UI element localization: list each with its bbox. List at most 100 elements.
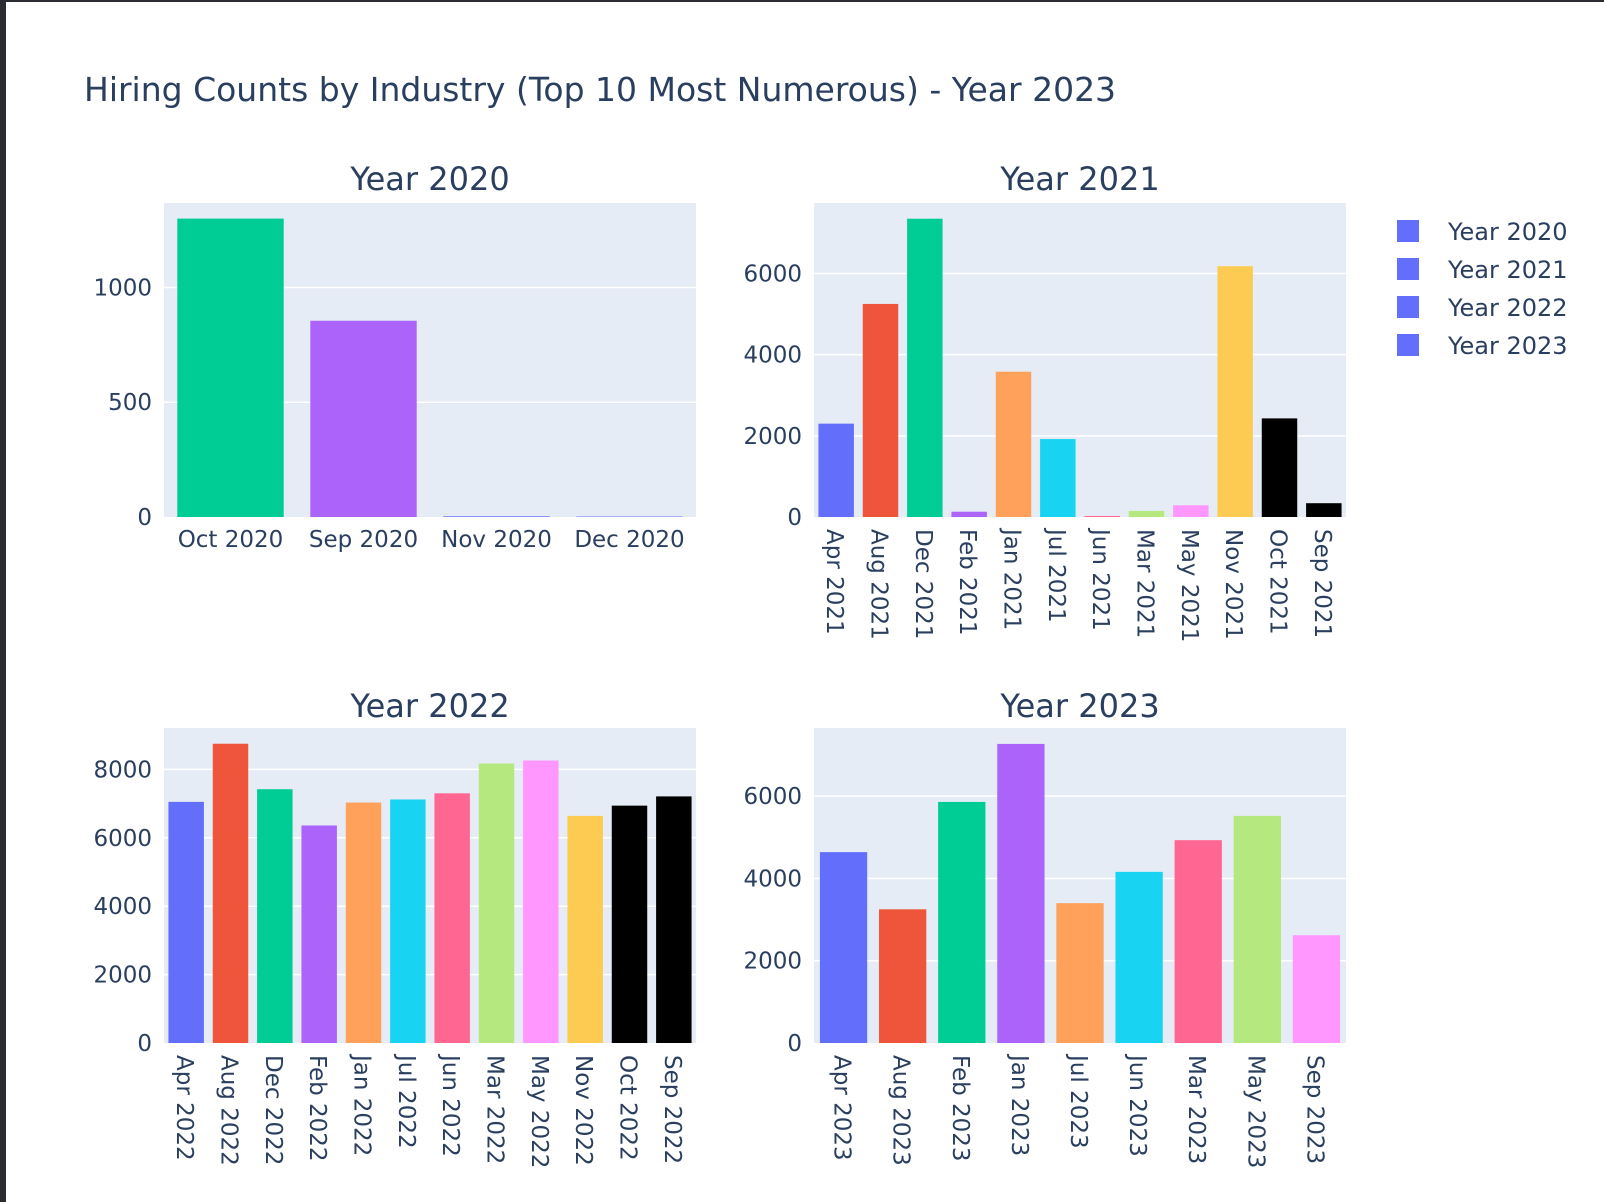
y-tick-label: 0 bbox=[137, 505, 152, 531]
bar[interactable] bbox=[1217, 266, 1253, 517]
bar[interactable] bbox=[862, 303, 899, 517]
bar[interactable] bbox=[1174, 840, 1222, 1043]
bar[interactable] bbox=[611, 805, 648, 1043]
bar[interactable] bbox=[177, 218, 284, 517]
subplot-panels: 0 500 1000 Year 2020 Oct 2020 Sep 2020 Nov 202… bbox=[93, 160, 1346, 1168]
y-tick-label: 8000 bbox=[93, 757, 152, 783]
y-tick-label: 2000 bbox=[743, 949, 802, 975]
bar[interactable] bbox=[818, 423, 854, 517]
x-tick-label: Jan 2022 bbox=[349, 1053, 375, 1156]
x-tick-label: Dec 2020 bbox=[574, 527, 684, 553]
bar[interactable] bbox=[567, 815, 603, 1043]
x-tick-label: Sep 2020 bbox=[309, 527, 418, 553]
x-tick-label: Nov 2022 bbox=[570, 1055, 596, 1166]
y-tick-label: 2000 bbox=[93, 963, 152, 989]
legend-label: Year 2022 bbox=[1447, 294, 1568, 322]
x-tick-label: Aug 2022 bbox=[216, 1055, 242, 1166]
x-tick-label: Jan 2023 bbox=[1006, 1053, 1032, 1156]
bar[interactable] bbox=[301, 825, 337, 1043]
y-tick-label: 4000 bbox=[93, 894, 152, 920]
y-tick-label: 1000 bbox=[93, 275, 152, 301]
x-tick-label: May 2023 bbox=[1242, 1055, 1268, 1168]
bar[interactable] bbox=[523, 760, 559, 1043]
x-tick-label: Feb 2022 bbox=[304, 1055, 330, 1162]
window-frame-top bbox=[0, 0, 1604, 2]
x-tick-label: Sep 2023 bbox=[1301, 1055, 1327, 1164]
bar[interactable] bbox=[1115, 871, 1163, 1043]
legend-item[interactable]: Year 2023 bbox=[1397, 332, 1568, 360]
legend-label: Year 2020 bbox=[1447, 218, 1568, 246]
bar[interactable] bbox=[951, 511, 987, 517]
bar[interactable] bbox=[819, 852, 868, 1043]
x-tick-label: Mar 2023 bbox=[1183, 1055, 1209, 1164]
y-tick-label: 500 bbox=[108, 390, 152, 416]
x-tick-label: Jun 2021 bbox=[1087, 527, 1113, 631]
legend-label: Year 2023 bbox=[1447, 332, 1568, 360]
bar[interactable] bbox=[656, 796, 692, 1043]
plot-background bbox=[814, 203, 1346, 517]
figure-title: Hiring Counts by Industry (Top 10 Most N… bbox=[84, 70, 1116, 109]
subplot-title: Year 2023 bbox=[999, 687, 1159, 725]
subplot-4: 0 2000 4000 6000 Year 2023 Apr 2023 Aug 2023 Fe… bbox=[743, 687, 1346, 1168]
x-tick-label: Apr 2022 bbox=[171, 1055, 197, 1161]
bar[interactable] bbox=[345, 802, 382, 1043]
x-tick-label: Jul 2023 bbox=[1065, 1053, 1091, 1149]
x-tick-label: May 2021 bbox=[1176, 529, 1202, 642]
bar[interactable] bbox=[1292, 935, 1341, 1043]
bar[interactable] bbox=[1056, 903, 1104, 1043]
legend-item[interactable]: Year 2022 bbox=[1397, 294, 1568, 322]
y-tick-label: 4000 bbox=[743, 343, 802, 369]
x-tick-label: Jan 2021 bbox=[999, 527, 1025, 630]
x-tick-label: Apr 2021 bbox=[821, 529, 847, 635]
x-tick-label: May 2022 bbox=[526, 1055, 552, 1168]
bar[interactable] bbox=[1261, 418, 1298, 517]
bar[interactable] bbox=[907, 218, 943, 517]
legend-label: Year 2021 bbox=[1447, 256, 1568, 284]
bar[interactable] bbox=[434, 793, 470, 1043]
subplot-1: 0 500 1000 Year 2020 Oct 2020 Sep 2020 Nov 202… bbox=[93, 160, 696, 553]
bar[interactable] bbox=[1084, 515, 1120, 517]
y-tick-label: 6000 bbox=[93, 826, 152, 852]
bar[interactable] bbox=[995, 371, 1032, 517]
x-tick-label: Dec 2022 bbox=[260, 1055, 286, 1165]
subplot-2: 0 2000 4000 6000 Year 2021 Apr 2021 Aug 2021 De… bbox=[743, 160, 1346, 642]
window-frame-left bbox=[0, 0, 6, 1202]
bar[interactable] bbox=[997, 743, 1045, 1043]
bar[interactable] bbox=[310, 320, 417, 517]
x-tick-label: Sep 2021 bbox=[1309, 529, 1335, 638]
bar[interactable] bbox=[1128, 510, 1165, 517]
subplot-title: Year 2020 bbox=[349, 160, 509, 198]
subplot-3: 0 2000 4000 6000 8000 Year 2022 Apr 2022 Aug 20… bbox=[93, 687, 696, 1168]
y-tick-label: 2000 bbox=[743, 424, 802, 450]
legend-swatch bbox=[1397, 334, 1419, 356]
bar[interactable] bbox=[257, 789, 293, 1043]
bar[interactable] bbox=[879, 909, 927, 1043]
bar[interactable] bbox=[1173, 505, 1209, 517]
y-tick-label: 6000 bbox=[743, 784, 802, 810]
bar[interactable] bbox=[443, 516, 550, 517]
bar[interactable] bbox=[1306, 503, 1342, 517]
x-tick-label: Jun 2023 bbox=[1124, 1053, 1150, 1157]
x-tick-label: Sep 2022 bbox=[659, 1055, 685, 1164]
bar[interactable] bbox=[390, 799, 426, 1043]
y-tick-label: 0 bbox=[137, 1031, 152, 1057]
x-tick-label: Aug 2021 bbox=[866, 529, 892, 640]
x-tick-label: Jul 2021 bbox=[1043, 527, 1069, 623]
bar[interactable] bbox=[168, 801, 204, 1043]
bar[interactable] bbox=[212, 743, 249, 1043]
plot-background bbox=[164, 728, 696, 1043]
x-tick-label: Oct 2021 bbox=[1265, 529, 1291, 635]
bar[interactable] bbox=[1040, 439, 1076, 517]
x-tick-label: Nov 2020 bbox=[441, 527, 552, 553]
legend-item[interactable]: Year 2020 bbox=[1397, 218, 1568, 246]
y-tick-label: 4000 bbox=[743, 866, 802, 892]
legend-item[interactable]: Year 2021 bbox=[1397, 256, 1568, 284]
x-tick-label: Aug 2023 bbox=[888, 1055, 914, 1166]
bar[interactable] bbox=[938, 801, 986, 1043]
bar[interactable] bbox=[1233, 815, 1281, 1043]
x-tick-label: Oct 2022 bbox=[615, 1055, 641, 1161]
y-tick-label: 0 bbox=[787, 1031, 802, 1057]
bar[interactable] bbox=[478, 763, 515, 1043]
x-tick-label: Feb 2023 bbox=[947, 1055, 973, 1162]
